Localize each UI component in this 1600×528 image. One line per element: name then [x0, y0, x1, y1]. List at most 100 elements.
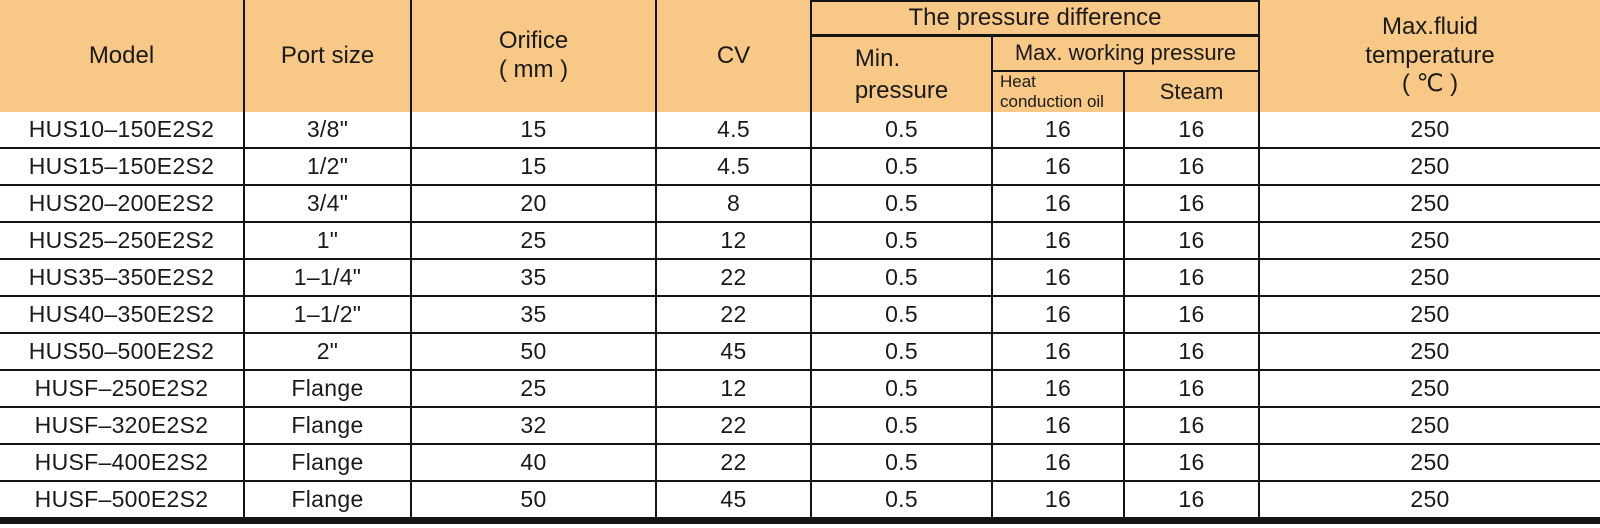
- cell-min-pressure: 0.5: [812, 260, 993, 295]
- header-model-label: Model: [88, 41, 155, 69]
- header-min-pressure-label: Min. pressure: [855, 43, 948, 105]
- header-max-fluid-line3: ( ℃ ): [1401, 70, 1459, 98]
- header-cv: CV: [657, 0, 812, 112]
- cell-steam: 16: [1125, 482, 1260, 517]
- table-row: HUS35–350E2S2 1–1/4" 35 22 0.5 16 16 250: [0, 260, 1600, 297]
- header-heat-oil-line1: Heat: [1000, 72, 1036, 92]
- cell-orifice: 50: [412, 334, 657, 369]
- table-bottom-rule: [0, 517, 1600, 524]
- cell-orifice: 25: [412, 223, 657, 258]
- cell-model: HUS35–350E2S2: [0, 260, 245, 295]
- cell-model: HUSF–500E2S2: [0, 482, 245, 517]
- cell-orifice: 40: [412, 445, 657, 480]
- cell-min-pressure: 0.5: [812, 149, 993, 184]
- cell-orifice: 50: [412, 482, 657, 517]
- cell-steam: 16: [1125, 223, 1260, 258]
- cell-steam: 16: [1125, 112, 1260, 147]
- table-body: HUS10–150E2S2 3/8" 15 4.5 0.5 16 16 250 …: [0, 112, 1600, 517]
- cell-steam: 16: [1125, 334, 1260, 369]
- cell-max-fluid-temp: 250: [1410, 116, 1450, 142]
- table-row: HUS20–200E2S2 3/4" 20 8 0.5 16 16 250: [0, 186, 1600, 223]
- cell-max-fluid-temp: 250: [1410, 227, 1450, 253]
- header-orifice-label: Orifice ( mm ): [499, 27, 568, 85]
- cell-port-size: 1/2": [245, 149, 412, 184]
- cell-steam: 16: [1125, 186, 1260, 221]
- cell-cv: 22: [657, 445, 812, 480]
- cell-port-size: Flange: [245, 445, 412, 480]
- cell-max-fluid-temp: 250: [1410, 301, 1450, 327]
- cell-steam: 16: [1125, 371, 1260, 406]
- cell-port-size: Flange: [245, 371, 412, 406]
- table-row: HUS15–150E2S2 1/2" 15 4.5 0.5 16 16 250: [0, 149, 1600, 186]
- header-orifice-line1: Orifice: [498, 27, 569, 55]
- header-orifice-line2: ( mm ): [498, 56, 569, 83]
- table-header: Model Port size Orifice ( mm ) CV The pr…: [0, 0, 1600, 112]
- cell-max-fluid-temp: 250: [1410, 375, 1450, 401]
- header-cv-label: CV: [716, 41, 751, 69]
- header-max-working-pressure: Max. working pressure: [993, 37, 1260, 72]
- cell-model: HUSF–250E2S2: [0, 371, 245, 406]
- header-pressure-difference-label: The pressure difference: [908, 3, 1162, 31]
- cell-port-size: 3/4": [245, 186, 412, 221]
- cell-orifice: 15: [412, 112, 657, 147]
- cell-max-fluid-temp: 250: [1410, 338, 1450, 364]
- cell-heat-conduction-oil: 16: [993, 371, 1125, 406]
- header-max-fluid-line1: Max.fluid: [1381, 12, 1479, 40]
- cell-model: HUS10–150E2S2: [0, 112, 245, 147]
- header-steam-label: Steam: [1159, 78, 1224, 104]
- cell-min-pressure: 0.5: [812, 297, 993, 332]
- cell-cv: 12: [657, 223, 812, 258]
- header-min-pressure: Min. pressure: [812, 37, 993, 112]
- table-row: HUS40–350E2S2 1–1/2" 35 22 0.5 16 16 250: [0, 297, 1600, 334]
- cell-min-pressure: 0.5: [812, 445, 993, 480]
- cell-port-size: 2": [245, 334, 412, 369]
- cell-heat-conduction-oil: 16: [993, 149, 1125, 184]
- cell-heat-conduction-oil: 16: [993, 408, 1125, 443]
- cell-heat-conduction-oil: 16: [993, 334, 1125, 369]
- header-orifice: Orifice ( mm ): [412, 0, 657, 112]
- cell-min-pressure: 0.5: [812, 334, 993, 369]
- cell-model: HUS40–350E2S2: [0, 297, 245, 332]
- header-port-size-label: Port size: [280, 41, 375, 69]
- table-row: HUS10–150E2S2 3/8" 15 4.5 0.5 16 16 250: [0, 112, 1600, 149]
- cell-max-fluid-temp: 250: [1410, 412, 1450, 438]
- cell-heat-conduction-oil: 16: [993, 260, 1125, 295]
- cell-steam: 16: [1125, 408, 1260, 443]
- cell-cv: 12: [657, 371, 812, 406]
- cell-max-fluid-temp: 250: [1410, 264, 1450, 290]
- cell-cv: 22: [657, 260, 812, 295]
- table-row: HUS50–500E2S2 2" 50 45 0.5 16 16 250: [0, 334, 1600, 371]
- cell-orifice: 25: [412, 371, 657, 406]
- cell-cv: 22: [657, 408, 812, 443]
- cell-orifice: 35: [412, 260, 657, 295]
- cell-port-size: 1–1/4": [245, 260, 412, 295]
- table-row: HUSF–320E2S2 Flange 32 22 0.5 16 16 250: [0, 408, 1600, 445]
- header-heat-oil-line2: conduction oil: [1000, 92, 1104, 111]
- cell-port-size: 1": [245, 223, 412, 258]
- cell-min-pressure: 0.5: [812, 112, 993, 147]
- cell-model: HUS15–150E2S2: [0, 149, 245, 184]
- header-min-pressure-line1: Min.: [854, 45, 901, 73]
- cell-min-pressure: 0.5: [812, 408, 993, 443]
- cell-model: HUS20–200E2S2: [0, 186, 245, 221]
- header-port-size: Port size: [245, 0, 412, 112]
- cell-heat-conduction-oil: 16: [993, 297, 1125, 332]
- cell-port-size: Flange: [245, 408, 412, 443]
- cell-cv: 22: [657, 297, 812, 332]
- cell-steam: 16: [1125, 260, 1260, 295]
- cell-cv: 4.5: [657, 112, 812, 147]
- table-row: HUS25–250E2S2 1" 25 12 0.5 16 16 250: [0, 223, 1600, 260]
- header-heat-conduction-oil: Heat conduction oil: [993, 72, 1125, 112]
- header-heat-conduction-oil-label: Heat conduction oil: [1000, 72, 1104, 111]
- cell-heat-conduction-oil: 16: [993, 445, 1125, 480]
- header-pressure-difference: The pressure difference: [812, 0, 1260, 37]
- cell-port-size: Flange: [245, 482, 412, 517]
- cell-min-pressure: 0.5: [812, 186, 993, 221]
- header-max-working-pressure-label: Max. working pressure: [1014, 40, 1237, 66]
- header-max-fluid-temperature: Max.fluid temperature ( ℃ ): [1260, 0, 1600, 112]
- cell-orifice: 20: [412, 186, 657, 221]
- cell-cv: 8: [657, 186, 812, 221]
- cell-cv: 45: [657, 334, 812, 369]
- table-row: HUSF–500E2S2 Flange 50 45 0.5 16 16 250: [0, 482, 1600, 517]
- cell-max-fluid-temp: 250: [1410, 486, 1450, 512]
